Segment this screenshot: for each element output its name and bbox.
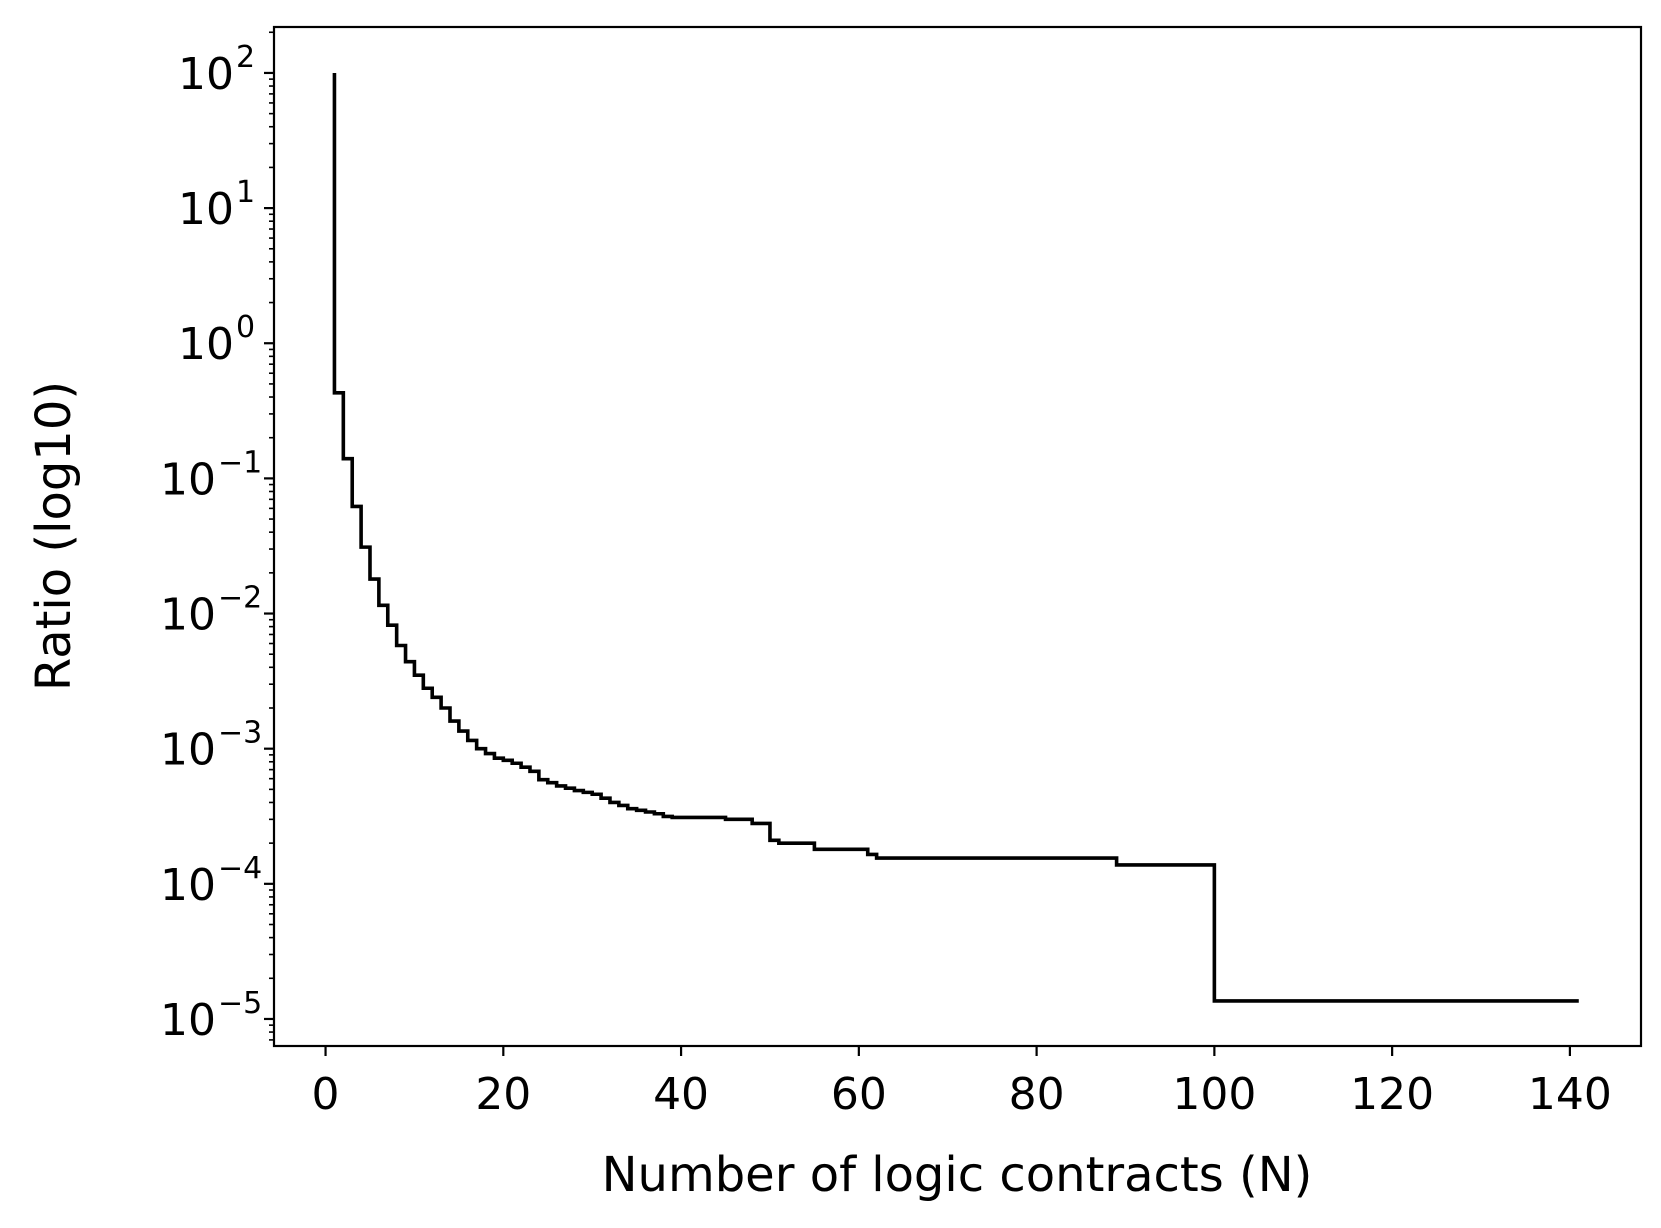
x-axis: 0 20 40 60 80 100 120 140 [312, 1046, 1612, 1120]
y-tick-exponent: −1 [218, 445, 262, 480]
y-tick-exponent: −2 [218, 581, 262, 616]
y-tick-label: 10 [160, 725, 216, 776]
y-tick-label: 10 [178, 49, 234, 100]
y-tick-exponent: 1 [236, 175, 255, 210]
x-tick-label: 120 [1350, 1069, 1434, 1120]
y-tick-label: 10 [178, 319, 234, 370]
y-tick-label: 10 [160, 860, 216, 911]
x-tick-label: 40 [653, 1069, 709, 1120]
y-tick-exponent: −3 [218, 716, 262, 751]
x-tick-label: 100 [1172, 1069, 1256, 1120]
y-tick-exponent: −4 [218, 851, 262, 886]
y-tick-exponent: 2 [236, 40, 255, 75]
y-tick-label: 10 [160, 590, 216, 641]
y-tick-label: 10 [160, 995, 216, 1046]
plot-area [332, 72, 1579, 1003]
x-tick-label: 140 [1528, 1069, 1612, 1120]
y-axis-label: Ratio (log10) [26, 381, 82, 691]
x-tick-label: 20 [475, 1069, 531, 1120]
y-tick-exponent: 0 [236, 310, 255, 345]
y-tick-exponent: −5 [218, 986, 262, 1021]
axes-frame [272, 25, 1643, 1048]
series-line [332, 72, 1579, 1003]
x-tick-label: 0 [312, 1069, 340, 1120]
y-tick-label: 10 [178, 184, 234, 235]
x-tick-label: 60 [831, 1069, 887, 1120]
x-tick-label: 80 [1009, 1069, 1065, 1120]
y-tick-label: 10 [160, 454, 216, 505]
x-axis-label: Number of logic contracts (N) [602, 1147, 1313, 1203]
